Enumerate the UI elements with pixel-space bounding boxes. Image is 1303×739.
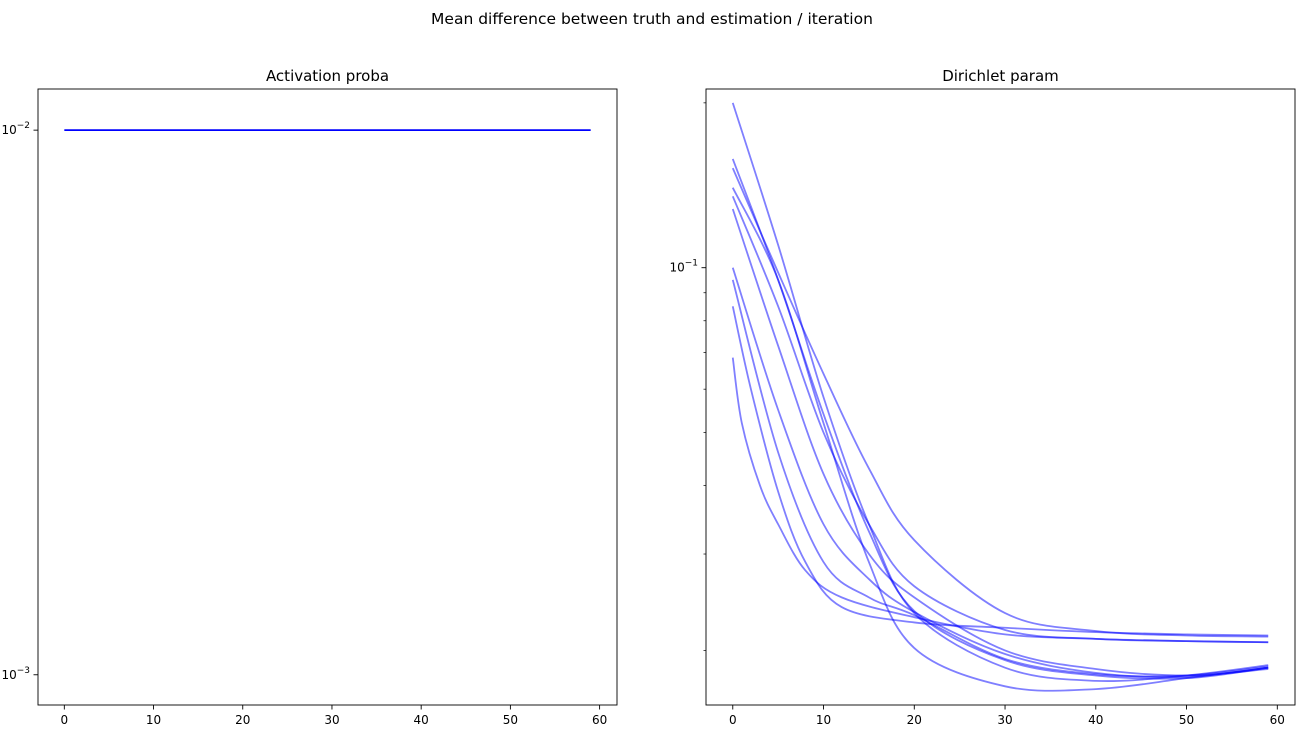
series-line-6	[731, 208, 1269, 677]
series-line-8	[731, 279, 1269, 678]
x-tick-label: 60	[1270, 713, 1285, 727]
axes-frame-dirichlet-param	[705, 88, 1296, 706]
lines-dirichlet-param	[731, 102, 1269, 692]
x-tick-label: 30	[997, 713, 1012, 727]
x-tick-label: 40	[414, 713, 429, 727]
x-tick-label: 20	[907, 713, 922, 727]
x-tick-label: 40	[1088, 713, 1103, 727]
y-tick-label: 10−3	[1, 666, 30, 682]
ticks-activation-proba: 0 10 20 30 40 50 60 10−2 10−3	[1, 121, 607, 727]
axes-frame-activation-proba	[37, 88, 618, 706]
series-line-3	[731, 167, 1269, 638]
figure-suptitle: Mean difference between truth and estima…	[431, 10, 873, 28]
subplot-activation-proba: Activation proba 0 10 20 30 40 50 60 10−2 10−3	[1, 67, 618, 727]
x-tick-label: 0	[60, 713, 68, 727]
x-tick-label: 60	[592, 713, 607, 727]
x-tick-label: 30	[324, 713, 339, 727]
x-tick-label: 20	[235, 713, 250, 727]
subplot-title-activation-proba: Activation proba	[266, 67, 389, 85]
y-tick-label: 10−1	[669, 259, 698, 275]
x-tick-label: 10	[816, 713, 831, 727]
x-tick-label: 50	[1179, 713, 1194, 727]
series-line-9	[731, 306, 1269, 637]
subplot-title-dirichlet-param: Dirichlet param	[942, 67, 1059, 85]
ticks-dirichlet-param: 0 10 20 30 40 50 60 10−1	[669, 102, 1285, 727]
series-line-10	[731, 357, 1269, 644]
x-tick-label: 50	[503, 713, 518, 727]
y-tick-label: 10−2	[1, 121, 30, 137]
x-tick-label: 0	[729, 713, 737, 727]
x-tick-label: 10	[146, 713, 161, 727]
series-line-4	[731, 187, 1269, 692]
subplot-dirichlet-param: Dirichlet param 0 10 20 30 40 50 60 10−1	[669, 67, 1296, 727]
